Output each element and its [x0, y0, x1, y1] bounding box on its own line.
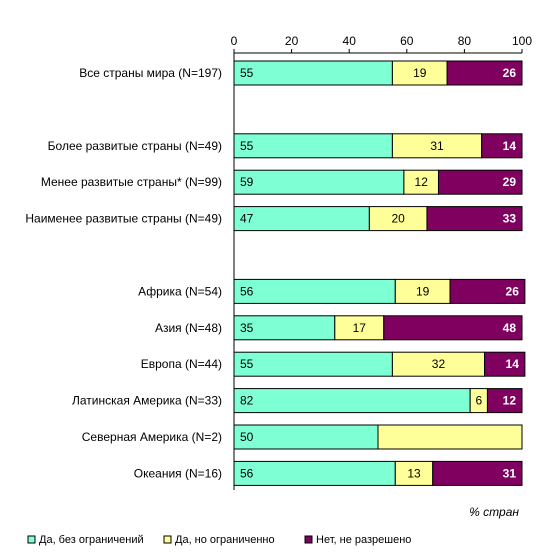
x-tick-label: 100	[512, 34, 532, 48]
bar-segment	[391, 60, 448, 86]
legend-swatch	[163, 535, 172, 544]
x-axis: 0 20 40 60 80 100	[231, 34, 532, 490]
data-label: 55	[240, 139, 254, 153]
bar-segment	[233, 169, 405, 195]
data-label: 31	[503, 466, 517, 480]
bar-segment	[437, 169, 523, 195]
data-label: 19	[413, 66, 427, 80]
data-label: 20	[391, 212, 405, 226]
data-label: 56	[240, 466, 254, 480]
data-label: 6	[475, 394, 482, 408]
x-tick-label: 60	[400, 34, 414, 48]
category-label: Более развитые страны (N=49)	[48, 139, 222, 153]
data-label: 12	[503, 394, 517, 408]
bar-segment	[233, 278, 396, 304]
legend-swatch	[27, 535, 36, 544]
data-label: 33	[503, 212, 517, 226]
data-label: 26	[506, 284, 520, 298]
bar-segment	[394, 460, 434, 486]
category-label: Наименее развитые страны (N=49)	[25, 212, 222, 226]
category-label: Африка (N=54)	[138, 284, 222, 298]
category-label: Океания (N=16)	[134, 466, 222, 480]
data-label: 82	[240, 394, 254, 408]
bar-segment	[377, 424, 523, 450]
data-label: 26	[503, 66, 517, 80]
data-label: 48	[503, 321, 517, 335]
data-label: 55	[240, 357, 254, 371]
x-tick-label: 80	[458, 34, 472, 48]
bar-segment	[449, 278, 526, 304]
data-label: 56	[240, 284, 254, 298]
legend-label: Нет, не разрешено	[316, 534, 411, 546]
data-label: 50	[240, 430, 254, 444]
bar-segment	[394, 278, 451, 304]
data-label: 19	[416, 284, 430, 298]
bar-segment	[481, 133, 523, 159]
category-label: Латинская Америка (N=33)	[72, 394, 222, 408]
bar-segment	[233, 351, 393, 377]
bar-segment	[233, 388, 471, 414]
x-axis-title: % стран	[469, 505, 519, 519]
bar-segment	[233, 206, 370, 232]
data-label: 47	[240, 212, 254, 226]
x-tick-label: 20	[285, 34, 299, 48]
bar-segment	[383, 315, 523, 341]
bar-segment	[334, 315, 385, 341]
data-label: 14	[503, 139, 517, 153]
data-label: 12	[415, 175, 429, 189]
data-label: 32	[432, 357, 446, 371]
bar-segment	[233, 424, 379, 450]
data-label: 17	[353, 321, 367, 335]
x-tick-label: 40	[343, 34, 357, 48]
category-label: Азия (N=48)	[155, 321, 222, 335]
bar-segment	[233, 60, 393, 86]
data-label: 13	[407, 466, 421, 480]
data-label: 31	[430, 139, 444, 153]
data-label: 29	[503, 175, 517, 189]
legend-label: Да, но ограниченно	[175, 534, 275, 546]
legend-label: Да, без ограничений	[39, 534, 144, 546]
data-label: 55	[240, 66, 254, 80]
category-label: Все страны мира (N=197)	[79, 66, 222, 80]
bar-segment	[391, 351, 486, 377]
bar-segment	[432, 460, 523, 486]
bar-segment	[233, 315, 336, 341]
data-label: 59	[240, 175, 254, 189]
data-label: 14	[506, 357, 520, 371]
bar-segment	[484, 351, 526, 377]
legend: Да, без ограничений Да, но ограниченно Нет…	[27, 534, 411, 546]
bar-segment	[233, 133, 393, 159]
legend-swatch	[304, 535, 313, 544]
bar-segment	[446, 60, 523, 86]
category-labels: Все страны мира (N=197) Более развитые ст…	[25, 66, 222, 480]
bar-segment	[426, 206, 523, 232]
bars: 55 19 26 55 31 14 59 12 29 47 20 33 56 19 26 35 17 48 55 32…	[233, 60, 526, 486]
category-label: Менее развитые страны* (N=99)	[41, 175, 222, 189]
category-label: Северная Америка (N=2)	[82, 430, 222, 444]
data-label: 35	[240, 321, 254, 335]
bar-segment	[368, 206, 428, 232]
bar-segment	[486, 388, 523, 414]
x-tick-label: 0	[231, 34, 238, 48]
category-label: Европа (N=44)	[141, 357, 222, 371]
bar-segment	[233, 460, 396, 486]
